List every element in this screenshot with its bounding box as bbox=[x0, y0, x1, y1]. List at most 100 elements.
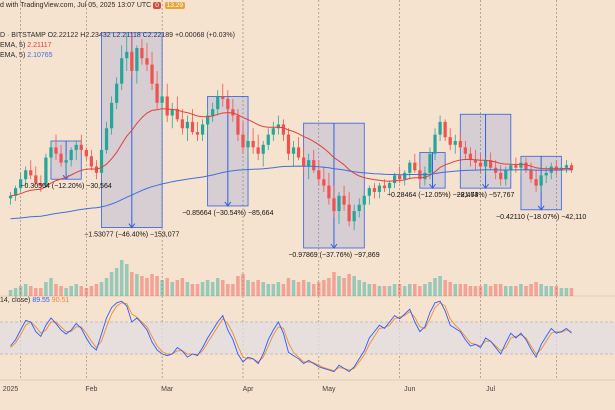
volume-bar-8 bbox=[49, 278, 53, 296]
volume-bar-99 bbox=[509, 286, 513, 296]
rsi-k-line bbox=[10, 300, 572, 373]
measure-boxes bbox=[50, 32, 562, 249]
candle-body-51 bbox=[266, 134, 270, 145]
candle-body-16 bbox=[89, 156, 94, 167]
candle-body-94 bbox=[483, 160, 488, 167]
candle-body-71 bbox=[367, 188, 371, 196]
volume-bar-90 bbox=[463, 284, 468, 296]
volume-bar-19 bbox=[104, 278, 109, 296]
candle-body-98 bbox=[504, 170, 508, 180]
candle-body-77 bbox=[398, 175, 402, 180]
candle-body-44 bbox=[231, 109, 235, 116]
volume-bar-40 bbox=[210, 282, 215, 296]
candle-body-27 bbox=[145, 58, 149, 65]
volume-bar-42 bbox=[221, 280, 225, 296]
candle-body-85 bbox=[438, 121, 442, 135]
volume-bar-60 bbox=[311, 284, 316, 296]
x-tick-6: Jul bbox=[486, 386, 495, 393]
volume-bar-33 bbox=[175, 280, 180, 296]
volume-bar-77 bbox=[397, 284, 402, 296]
legend-rsi-label: 14, close) bbox=[0, 297, 31, 304]
candle-body-91 bbox=[468, 153, 473, 161]
volume-bar-48 bbox=[251, 282, 255, 296]
volume-bar-105 bbox=[539, 284, 543, 296]
volume-bar-15 bbox=[84, 288, 89, 296]
volume-bar-1 bbox=[13, 288, 18, 296]
candle-body-50 bbox=[261, 144, 265, 154]
measure-labels: −0.30564 (−12.20%) −30,564 −1.53077 (−46.… bbox=[20, 183, 586, 259]
candle-body-104 bbox=[534, 179, 538, 186]
candle-body-6 bbox=[39, 183, 43, 186]
candle-body-62 bbox=[322, 179, 326, 186]
candle-body-111 bbox=[569, 165, 574, 171]
candle-body-33 bbox=[175, 109, 179, 120]
volume-bar-12 bbox=[69, 286, 73, 296]
volume-bar-62 bbox=[322, 280, 326, 296]
volume-bar-89 bbox=[458, 284, 463, 296]
candle-body-39 bbox=[205, 115, 210, 125]
volume-bar-107 bbox=[549, 286, 554, 296]
candle-body-66 bbox=[342, 195, 346, 205]
candle-body-75 bbox=[387, 183, 392, 189]
volume-bar-91 bbox=[468, 286, 473, 296]
candle-body-0 bbox=[8, 195, 13, 199]
volume-bar-35 bbox=[185, 282, 190, 296]
candle-body-12 bbox=[69, 149, 73, 161]
candle-body-46 bbox=[241, 134, 245, 148]
candle-body-99 bbox=[509, 165, 513, 171]
volume-bar-9 bbox=[54, 284, 58, 296]
measure-label-6: −0.42110 (−18.07%) −42,110 bbox=[496, 214, 586, 221]
candle-body-76 bbox=[392, 175, 397, 184]
candle-body-36 bbox=[190, 121, 195, 133]
volume-bar-58 bbox=[301, 280, 306, 296]
measure-arrowhead-5 bbox=[482, 183, 489, 189]
candle-body-47 bbox=[246, 141, 250, 148]
volume-bar-41 bbox=[215, 278, 220, 296]
x-tick-0: 2025 bbox=[3, 386, 19, 393]
x-axis-ticks: 2025 Feb Mar Apr May Jun Jul bbox=[3, 386, 496, 393]
volume-bar-110 bbox=[564, 288, 569, 296]
candle-body-40 bbox=[211, 109, 215, 116]
header-badge-b: 13.29 bbox=[164, 2, 186, 9]
legend-ema50-label: EMA, 5) bbox=[0, 42, 26, 49]
volume-bar-54 bbox=[281, 284, 286, 296]
candle-body-29 bbox=[155, 83, 159, 103]
candle-body-21 bbox=[115, 83, 119, 103]
volume-bar-31 bbox=[165, 278, 169, 296]
candle-body-4 bbox=[29, 170, 33, 176]
candle-body-78 bbox=[403, 172, 407, 180]
legend-ema200-value: 2.10765 bbox=[27, 52, 53, 59]
volume-bar-49 bbox=[256, 280, 260, 296]
volume-bar-81 bbox=[418, 286, 422, 296]
measure-label-2: −0.85664 (−30.54%) −85,664 bbox=[182, 210, 273, 217]
candle-body-26 bbox=[140, 48, 144, 59]
volume-bar-37 bbox=[195, 284, 200, 296]
candle-body-25 bbox=[135, 48, 139, 71]
candle-body-59 bbox=[307, 160, 311, 167]
volume-bar-0 bbox=[8, 290, 13, 296]
volume-bar-56 bbox=[291, 280, 296, 296]
candle-body-88 bbox=[453, 141, 457, 145]
candle-body-102 bbox=[524, 162, 528, 171]
volume-bar-106 bbox=[544, 286, 548, 296]
candle-body-83 bbox=[428, 153, 432, 173]
measure-arrowhead-6 bbox=[537, 205, 545, 211]
volume-bar-84 bbox=[433, 278, 437, 296]
candle-body-52 bbox=[271, 128, 275, 135]
x-tick-5: Jun bbox=[404, 386, 415, 393]
measure-label-3: −0.97869 (−37.76%) −97,869 bbox=[288, 252, 379, 259]
candle-body-38 bbox=[200, 124, 205, 135]
volume-bar-39 bbox=[205, 280, 210, 296]
candle-body-49 bbox=[256, 147, 260, 154]
candle-body-18 bbox=[99, 149, 104, 173]
volume-bar-18 bbox=[99, 282, 104, 296]
candle-body-14 bbox=[79, 144, 83, 150]
candle-body-30 bbox=[160, 96, 164, 103]
volume-bar-72 bbox=[372, 284, 377, 296]
candle-body-89 bbox=[458, 141, 462, 148]
candle-body-48 bbox=[251, 141, 255, 148]
volume-bar-108 bbox=[554, 286, 559, 296]
measure-arrowhead-2 bbox=[224, 201, 232, 207]
candles bbox=[8, 32, 574, 231]
